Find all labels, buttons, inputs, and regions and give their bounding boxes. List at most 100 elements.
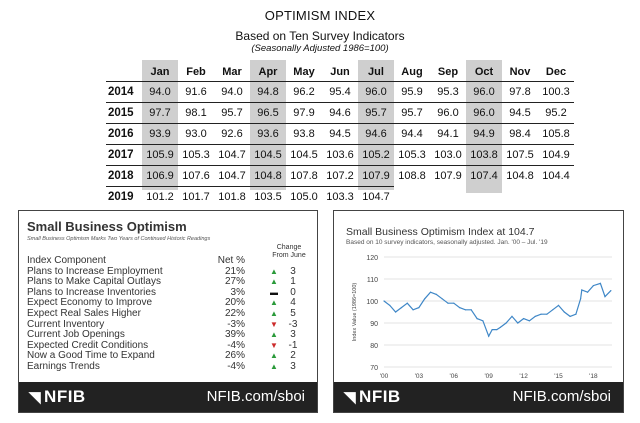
year-row: 2015 97.7 98.1 95.7 96.5 97.9 94.6 95.7 95.7 96.0…	[106, 102, 574, 124]
x-tick-label: '18	[589, 373, 598, 380]
series-point	[499, 326, 501, 328]
index-value-cell: 91.6	[178, 81, 214, 103]
component-change: 2	[290, 350, 296, 362]
series-point	[482, 320, 484, 322]
month-header: May	[293, 65, 315, 78]
series-point	[511, 315, 513, 317]
index-value-cell: 101.2	[142, 186, 178, 207]
series-point	[604, 296, 606, 298]
series-point	[400, 307, 403, 309]
change-header-line1: Change	[276, 244, 302, 251]
index-value-cell: 104.5	[286, 144, 322, 166]
y-tick-label: 120	[366, 255, 378, 262]
component-change: -3	[288, 318, 298, 330]
index-value-cell: 94.0	[214, 81, 250, 103]
month-header: Aug	[401, 65, 423, 78]
optimism-chart-panel: Small Business Optimism Index at 104.7 B…	[333, 210, 624, 413]
series-point	[586, 291, 589, 293]
component-net: 39%	[224, 329, 245, 341]
index-value-cell: 96.2	[286, 81, 322, 103]
series-point	[522, 318, 525, 320]
index-value-cell: 98.1	[178, 102, 214, 124]
index-value-cell: 104.7	[214, 165, 250, 187]
index-value-cell: 97.8	[502, 81, 538, 103]
component-change: 3	[290, 265, 296, 277]
component-name: Plans to Increase Employment	[27, 265, 163, 277]
series-point	[418, 307, 420, 309]
series-point	[563, 311, 565, 313]
month-header: Nov	[509, 65, 531, 78]
x-tick-label: '06	[450, 373, 459, 380]
index-value-cell: 104.7	[214, 144, 250, 166]
series-point	[406, 302, 408, 304]
nfib-url[interactable]: NFIB.com/sboi	[512, 388, 611, 405]
component-header-row: Index Component Net %	[27, 255, 321, 267]
month-header: Jul	[368, 65, 384, 78]
index-value-cell: 95.4	[322, 81, 358, 103]
index-value-cell: 95.3	[430, 81, 466, 103]
series-point	[389, 304, 391, 306]
index-value-cell: 94.5	[322, 123, 358, 145]
component-name: Current Job Openings	[27, 329, 125, 341]
component-name: Current Inventory	[27, 318, 105, 330]
index-value-cell: 107.6	[178, 165, 214, 187]
index-value-cell: 96.0	[466, 102, 502, 124]
index-value-cell: 107.9	[358, 165, 394, 187]
year-cell: 2014	[106, 81, 142, 103]
index-value-cell: 94.6	[358, 123, 394, 145]
arrow-up-icon: ▲	[270, 361, 278, 371]
index-value-cell: 104.8	[502, 165, 538, 187]
index-value-cell: 94.0	[142, 81, 178, 103]
component-row: Plans to Make Capital Outlays 27% ▲ 1	[27, 277, 321, 288]
component-row: Current Inventory -3% ▼ -3	[27, 318, 321, 331]
index-value-cell: 94.6	[322, 102, 358, 124]
month-header: Jan	[150, 65, 170, 78]
series-point	[592, 285, 594, 287]
series-point	[505, 322, 507, 324]
index-value-cell: 96.0	[358, 81, 394, 103]
index-value-cell: 93.6	[250, 123, 286, 145]
nfib-brand: NFIB	[44, 387, 86, 406]
index-value-cell: 94.8	[250, 81, 286, 103]
component-name: Expected Credit Conditions	[27, 339, 149, 351]
index-value-cell: 105.0	[286, 186, 322, 207]
component-net: -4%	[227, 360, 245, 372]
series-point	[528, 320, 531, 322]
y-tick-label: 80	[370, 343, 378, 350]
index-value-cell: 101.7	[178, 186, 214, 207]
arrow-down-icon: ▼	[270, 340, 278, 350]
chart-title: Small Business Optimism Index at 104.7	[346, 226, 535, 238]
series-point	[534, 315, 536, 317]
index-value-cell: 104.9	[538, 144, 574, 166]
component-net: -3%	[227, 318, 245, 330]
series-point	[459, 307, 461, 309]
y-tick-label: 110	[367, 277, 378, 284]
page-title: OPTIMISM INDEX	[264, 8, 376, 23]
series-point	[447, 302, 449, 304]
index-value-cell	[394, 187, 430, 208]
nfib-mark-icon: ◥	[344, 389, 357, 406]
change-header-line2: From June	[272, 252, 306, 259]
component-net: 22%	[224, 307, 245, 319]
series-point	[476, 318, 478, 320]
component-net: -4%	[227, 339, 245, 351]
arrow-up-icon: ▲	[270, 330, 278, 340]
component-change: 3	[290, 360, 296, 372]
component-row: Current Job Openings 39% ▲ 3	[27, 330, 321, 341]
component-row: Plans to Increase Employment 21% ▲ 3	[27, 265, 321, 278]
series-point	[429, 291, 432, 293]
index-value-cell: 97.9	[286, 102, 322, 124]
nfib-url[interactable]: NFIB.com/sboi	[206, 388, 305, 405]
index-value-cell: 103.6	[322, 144, 358, 166]
year-row: 2017 105.9 105.3 104.7 104.5 104.5 103.6 105.2 1…	[106, 144, 574, 166]
year-cell: 2018	[106, 165, 142, 187]
year-row: 2014 94.0 91.6 94.0 94.8 96.2 95.4 96.0 95.9 95.3…	[106, 81, 574, 103]
series-point	[424, 298, 426, 300]
index-value-cell: 95.7	[214, 102, 250, 124]
series-point	[575, 313, 577, 315]
x-tick-label: '03	[415, 373, 424, 380]
index-value-cell	[538, 187, 574, 208]
y-tick-label: 100	[366, 299, 378, 306]
index-value-cell: 93.9	[142, 123, 178, 145]
index-value-cell: 98.4	[502, 123, 538, 145]
